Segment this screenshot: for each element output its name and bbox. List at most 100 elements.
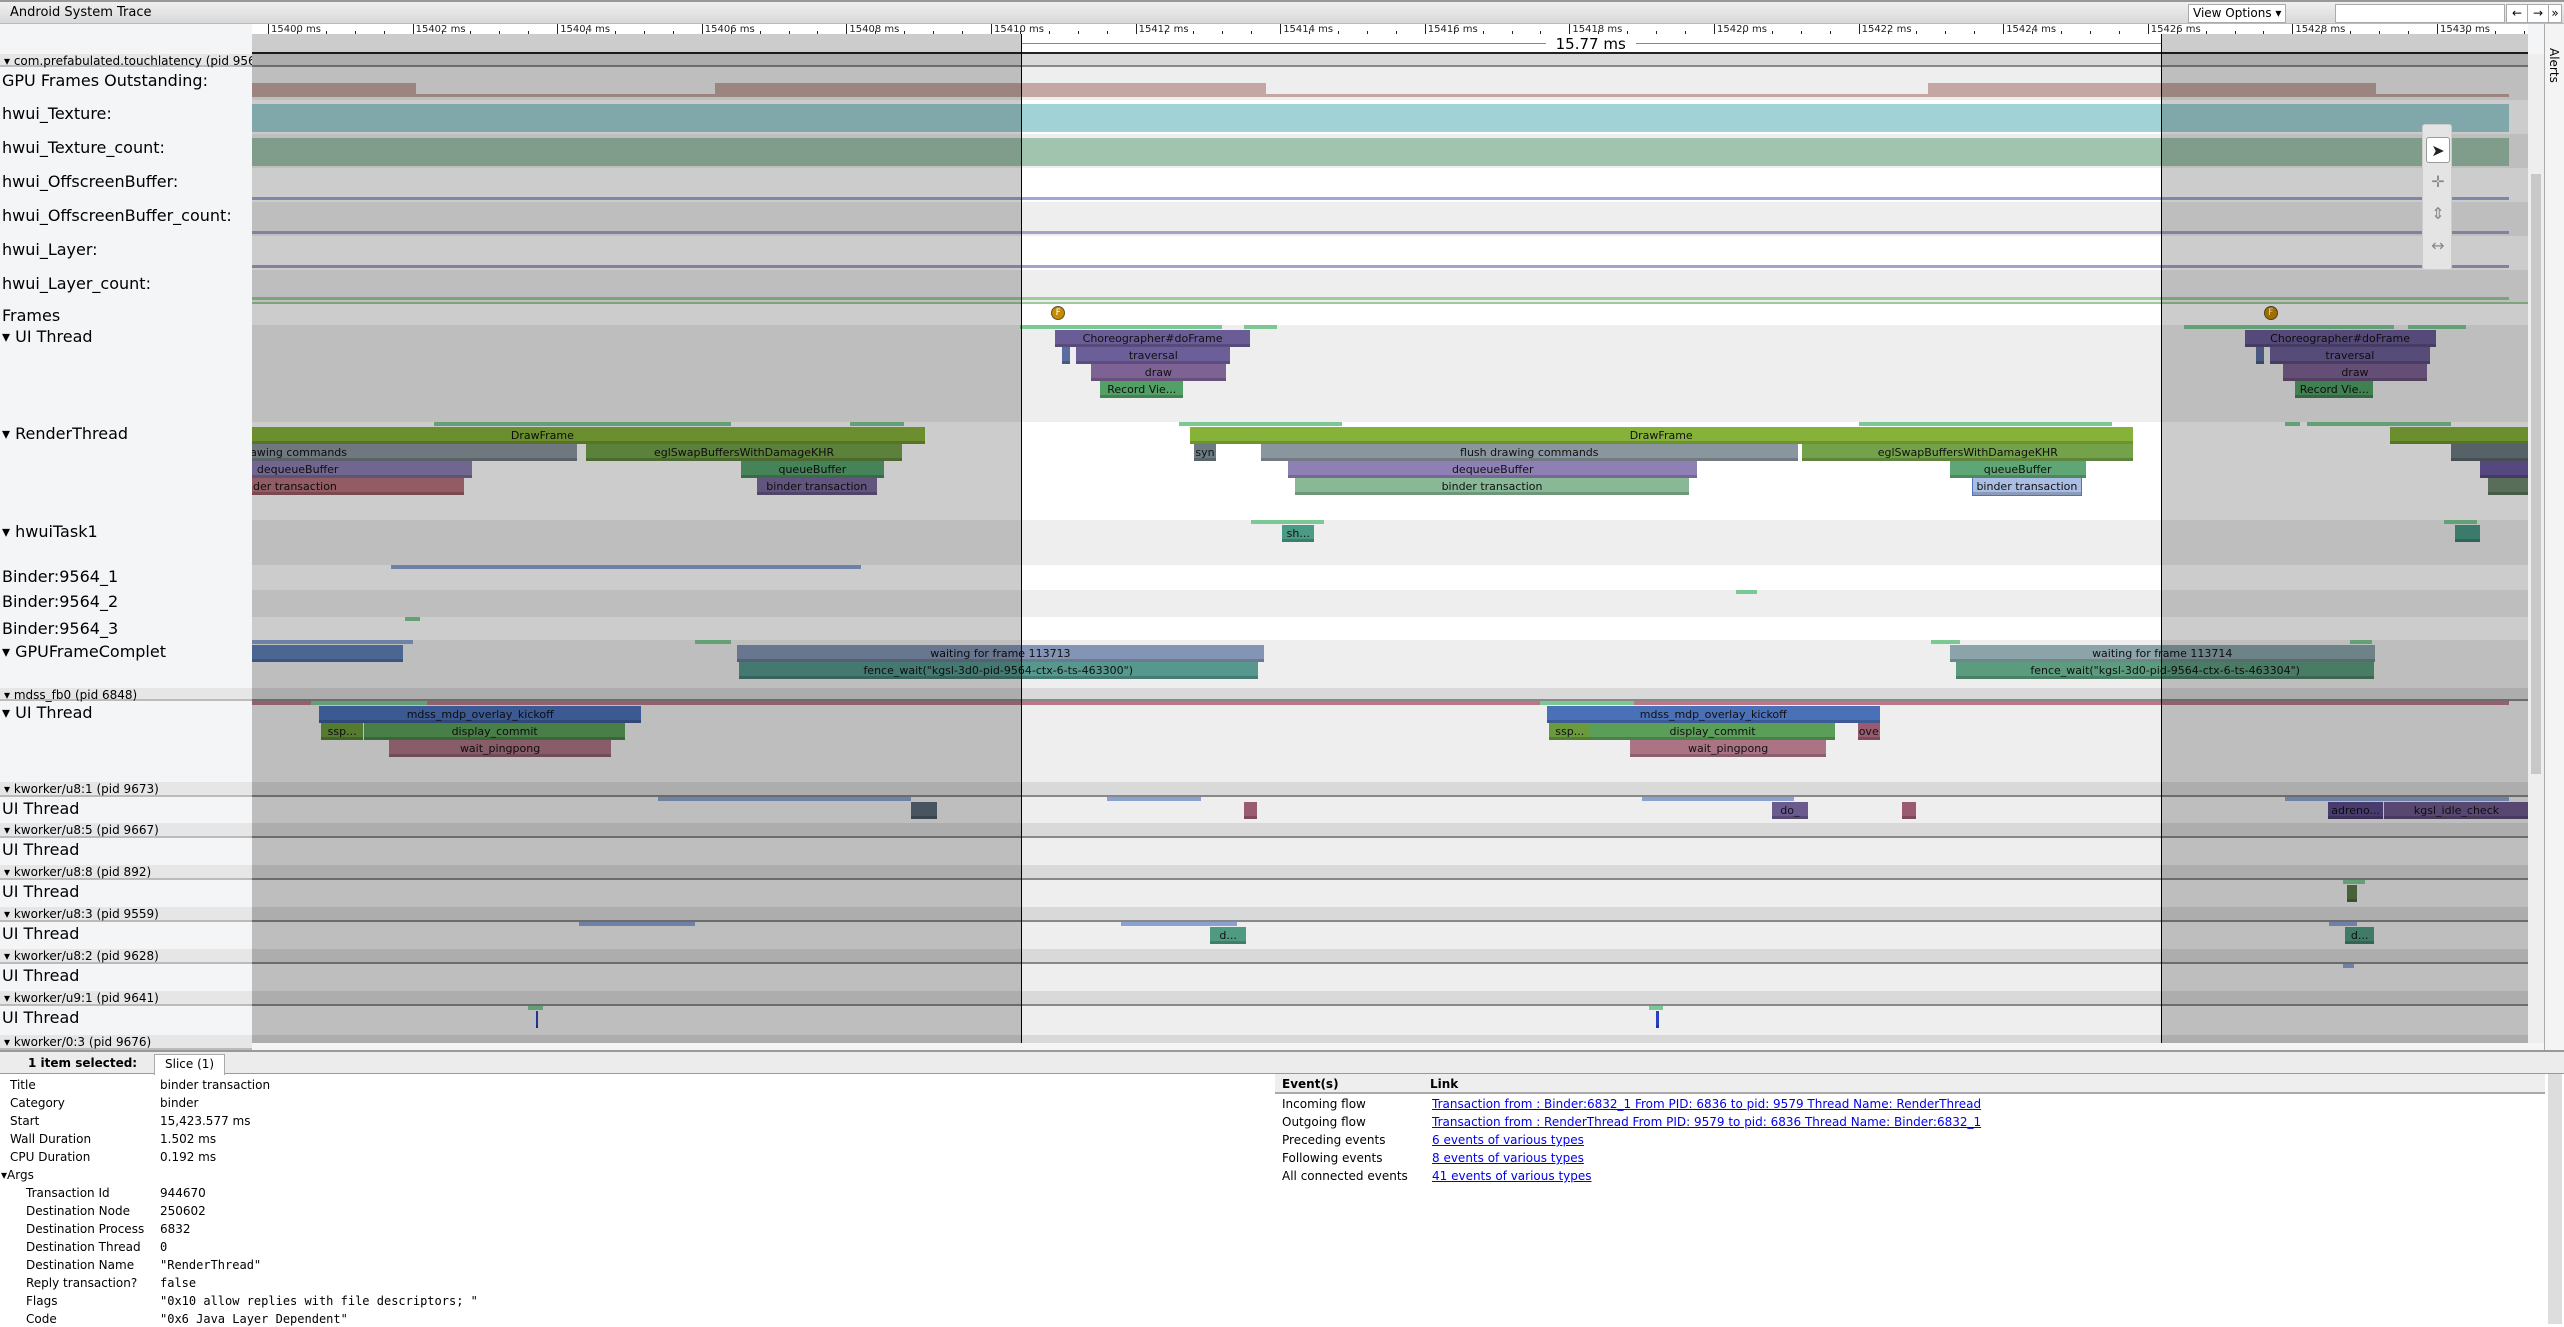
slice[interactable]: eglSwapBuffersWithDamageKHR — [1802, 444, 2134, 461]
slice[interactable]: wait_pingpong — [388, 740, 612, 757]
slice[interactable]: do_ — [1771, 802, 1808, 819]
track-process[interactable] — [252, 907, 2528, 922]
alerts-tab[interactable]: Alerts — [2547, 48, 2561, 83]
slice[interactable]: waiting for frame 113714 — [1949, 645, 2375, 662]
selection-end-line[interactable] — [2160, 34, 2162, 1043]
slice[interactable]: d... — [1210, 927, 1247, 944]
pan-icon[interactable]: ✛ — [2431, 172, 2445, 191]
track-label[interactable]: ▾ UI Thread — [0, 701, 252, 782]
track-thread[interactable] — [252, 565, 2528, 590]
track-label[interactable]: ▾ GPUFrameComplet — [0, 640, 252, 688]
slice[interactable]: eglSwapBuffersWithDamageKHR — [586, 444, 903, 461]
track-process[interactable] — [252, 865, 2528, 880]
track-label[interactable]: hwui_OffscreenBuffer: — [0, 168, 252, 202]
slice[interactable]: mdss_mdp_overlay_kickoff — [1546, 706, 1880, 723]
slice[interactable]: Record Vie... — [2295, 381, 2374, 398]
track-thread[interactable]: waiting for frame 113713 fence_wait("kgsl… — [252, 640, 2528, 688]
track-label[interactable]: UI Thread — [0, 964, 252, 991]
slice[interactable] — [535, 1011, 539, 1028]
slice[interactable]: ove — [1857, 723, 1880, 740]
next-result-button[interactable]: → — [2527, 4, 2549, 23]
track-thread[interactable] — [252, 880, 2528, 907]
slice[interactable]: queueBuffer — [740, 461, 884, 478]
slice[interactable] — [911, 802, 937, 819]
track-label[interactable]: UI Thread — [0, 838, 252, 865]
slice[interactable] — [1061, 347, 1070, 364]
track-label[interactable]: hwui_Layer_count: — [0, 270, 252, 302]
slice[interactable] — [2256, 347, 2265, 364]
track-thread[interactable]: Choreographer#doFrame traversal draw Record… — [252, 325, 2528, 422]
slice[interactable]: Choreographer#doFrame — [1055, 330, 1250, 347]
track-label[interactable]: ▾ kworker/u9:1 (pid 9641) — [0, 991, 252, 1006]
track-label[interactable]: hwui_Layer: — [0, 236, 252, 270]
zoom-icon[interactable]: ⇕ — [2431, 204, 2445, 223]
tab-slice[interactable]: Slice (1) — [154, 1054, 226, 1075]
prev-result-button[interactable]: ← — [2506, 4, 2528, 23]
slice[interactable]: Record Vie... — [1100, 381, 1184, 398]
track-process[interactable] — [252, 991, 2528, 1006]
slice[interactable]: Choreographer#doFrame — [2244, 330, 2436, 347]
slice[interactable] — [1244, 802, 1258, 819]
track-label[interactable]: Binder:9564_1 — [0, 565, 252, 590]
slice[interactable]: sh... — [1282, 525, 1315, 542]
track-label[interactable]: ▾ RenderThread — [0, 422, 252, 520]
selection-start-line[interactable] — [1020, 34, 1022, 1043]
slice[interactable]: traversal — [2269, 347, 2430, 364]
slice[interactable] — [2390, 427, 2528, 444]
track-thread[interactable]: DrawFrameflush drawing commandseglSwapBu… — [252, 422, 2528, 520]
track-label[interactable]: Frames — [0, 302, 252, 325]
event-link[interactable]: Transaction from : RenderThread From PID… — [1432, 1115, 1982, 1129]
cursor-icon[interactable]: ➤ — [2426, 137, 2450, 163]
track-label[interactable]: ▾ kworker/u8:1 (pid 9673) — [0, 782, 252, 797]
slice[interactable]: display_commit — [364, 723, 626, 740]
frame-marker-icon[interactable]: F — [2263, 306, 2278, 320]
slice[interactable]: fence_wait("kgsl-3d0-pid-9564-ctx-6-ts-4… — [1956, 662, 2375, 679]
track-area[interactable]: F F Choreographer#doFrame traversal draw Reco… — [252, 54, 2528, 1043]
track-counter[interactable] — [252, 270, 2528, 302]
panel-scrollbar[interactable] — [2548, 1074, 2562, 1324]
slice[interactable]: kgsl_idle_check — [2384, 802, 2528, 819]
slice[interactable]: fence_wait("kgsl-3d0-pid-9564-ctx-6-ts-4… — [738, 662, 1258, 679]
track-label[interactable]: ▾ hwuiTask1 — [0, 520, 252, 565]
track-counter[interactable] — [252, 100, 2528, 134]
track-label[interactable]: GPU Frames Outstanding: — [0, 67, 252, 100]
event-link[interactable]: 8 events of various types — [1432, 1151, 1584, 1165]
track-thread[interactable] — [252, 838, 2528, 865]
track-label[interactable]: ▾ kworker/u8:8 (pid 892) — [0, 865, 252, 880]
slice[interactable]: draw — [1090, 364, 1226, 381]
slice[interactable]: syn — [1194, 444, 1216, 461]
track-label[interactable]: Binder:9564_2 — [0, 590, 252, 617]
track-label[interactable]: UI Thread — [0, 1006, 252, 1035]
slice[interactable] — [2455, 525, 2481, 542]
slice[interactable]: ssp... — [1549, 723, 1591, 740]
track-label[interactable]: UI Thread — [0, 922, 252, 949]
track-thread[interactable]: mdss_mdp_overlay_kickoff ssp... display_co… — [252, 701, 2528, 782]
event-link[interactable]: 6 events of various types — [1432, 1133, 1584, 1147]
track-label[interactable]: ▾ kworker/u8:5 (pid 9667) — [0, 823, 252, 838]
slice[interactable]: binder transaction — [1294, 478, 1690, 495]
track-label[interactable]: hwui_OffscreenBuffer_count: — [0, 202, 252, 236]
slice[interactable]: flush drawing commands — [252, 444, 577, 461]
track-process[interactable] — [252, 688, 2528, 701]
track-thread[interactable] — [252, 590, 2528, 617]
alerts-sidebar[interactable]: Alerts — [2544, 24, 2564, 1050]
slice[interactable] — [2346, 885, 2358, 902]
slice[interactable] — [1656, 1011, 1660, 1028]
frame-marker-icon[interactable]: F — [1051, 306, 1066, 320]
time-ruler[interactable]: 15400 ms 15402 ms 15404 ms 15406 ms 15408 ms… — [252, 24, 2528, 54]
track-counter[interactable] — [252, 134, 2528, 168]
slice[interactable]: draw — [2283, 364, 2427, 381]
slice[interactable]: wait_pingpong — [1630, 740, 1827, 757]
slice[interactable]: waiting for frame 113713 — [737, 645, 1264, 662]
track-thread[interactable]: d... d... — [252, 922, 2528, 949]
track-label[interactable]: ▾ kworker/u8:2 (pid 9628) — [0, 949, 252, 964]
slice[interactable]: d... — [2345, 927, 2375, 944]
slice[interactable]: dequeueBuffer — [1288, 461, 1698, 478]
slice[interactable] — [252, 645, 404, 662]
track-thread[interactable]: sh... — [252, 520, 2528, 565]
track-label[interactable]: ▾ mdss_fb0 (pid 6848) — [0, 688, 252, 702]
track-counter[interactable] — [252, 67, 2528, 100]
search-input[interactable] — [2335, 4, 2505, 23]
slice[interactable]: binder transaction — [756, 478, 877, 495]
